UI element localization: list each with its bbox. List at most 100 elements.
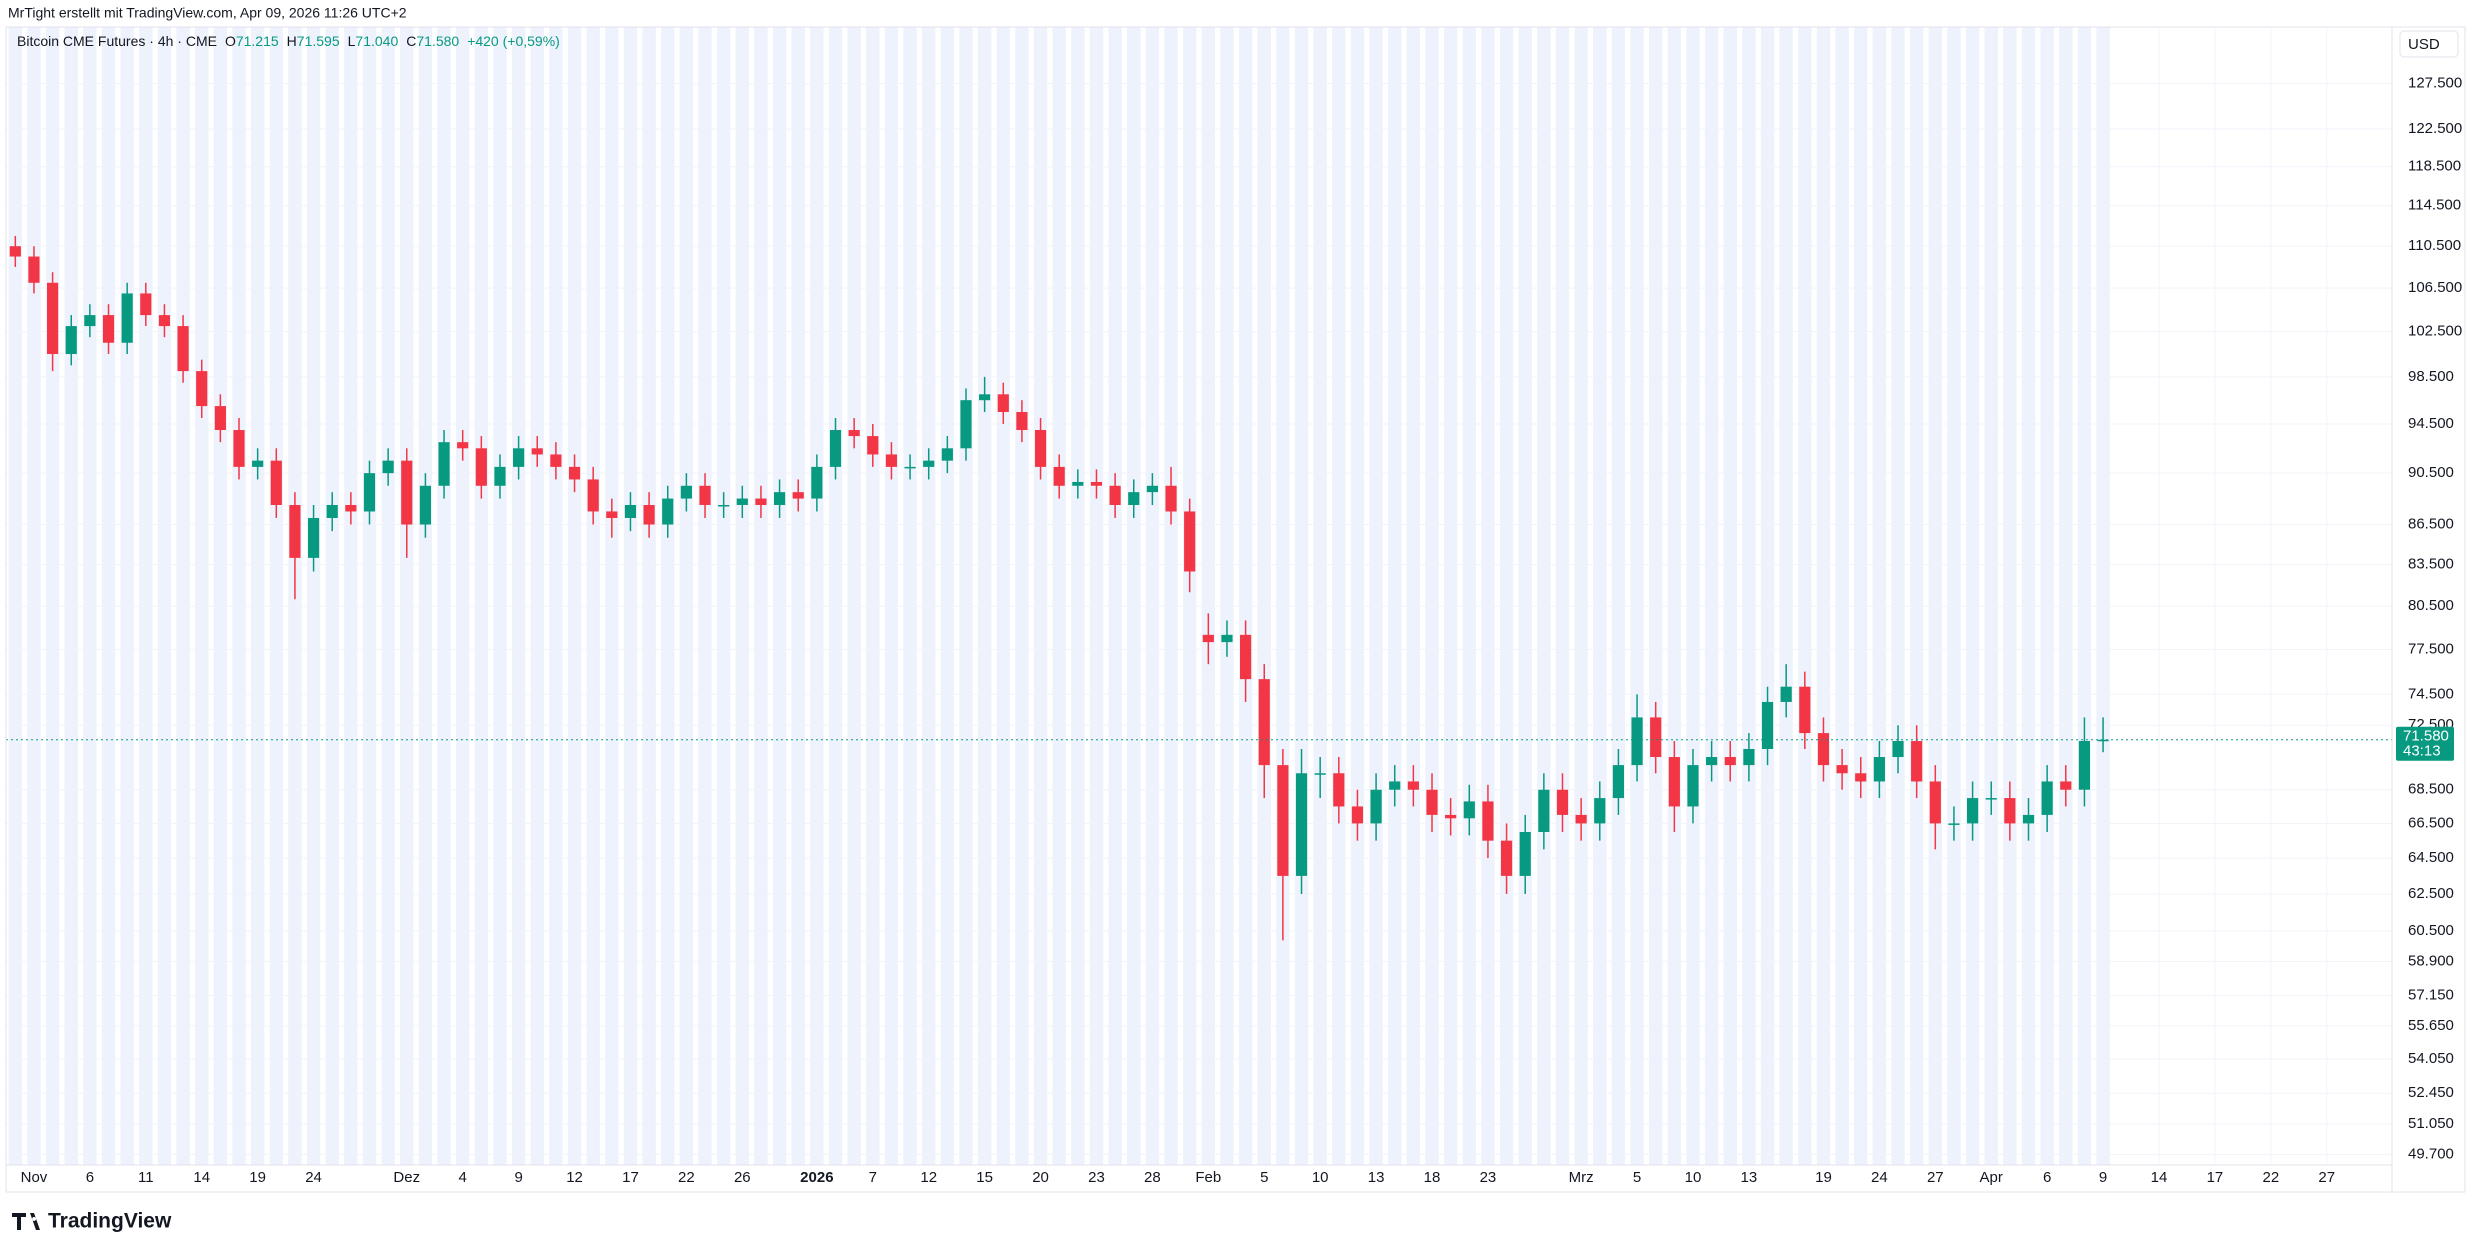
session-band xyxy=(1835,27,1849,1165)
candle-body xyxy=(1184,511,1196,572)
y-tick-label: 66.500 xyxy=(2408,814,2454,831)
ohlc-key: H xyxy=(287,33,297,49)
candle-body xyxy=(1724,757,1736,766)
session-band xyxy=(791,27,805,1165)
candle-body xyxy=(904,466,916,469)
candle-body xyxy=(307,517,320,558)
candle-body xyxy=(792,492,804,499)
session-band xyxy=(1611,27,1626,1165)
y-tick-label: 110.500 xyxy=(2408,237,2461,254)
countdown: 43:13 xyxy=(2403,743,2441,760)
session-band xyxy=(1276,27,1290,1165)
x-tick-label: 2026 xyxy=(800,1169,833,1186)
session-band xyxy=(2021,27,2036,1165)
x-tick-label: 17 xyxy=(2207,1169,2224,1186)
session-band xyxy=(1406,27,1421,1165)
x-tick-label: 9 xyxy=(2099,1169,2107,1186)
candle-body xyxy=(550,454,562,467)
watermark: MrTight erstellt mit TradingView.com, Ap… xyxy=(8,5,407,21)
session-band xyxy=(362,27,377,1165)
candle-body xyxy=(84,315,96,327)
session-band xyxy=(1108,27,1122,1165)
change: +420 (+0,59%) xyxy=(467,33,560,49)
y-tick-label: 122.500 xyxy=(2408,120,2462,137)
x-tick-label: 12 xyxy=(566,1169,583,1186)
session-band xyxy=(1798,27,1812,1165)
candle-body xyxy=(1258,679,1270,766)
x-tick-label: 10 xyxy=(1312,1169,1329,1186)
x-tick-label: 28 xyxy=(1144,1169,1161,1186)
y-tick-label: 94.500 xyxy=(2408,415,2454,432)
candle-body xyxy=(401,460,413,525)
candle-body xyxy=(1743,748,1755,766)
x-tick-label: 24 xyxy=(1871,1169,1888,1186)
last-price-badge xyxy=(2396,726,2454,761)
candle-body xyxy=(997,394,1009,413)
candle-body xyxy=(1109,485,1121,505)
candle-body xyxy=(624,504,637,518)
candle-body xyxy=(587,479,599,512)
session-band xyxy=(269,27,283,1165)
candle-body xyxy=(1426,789,1438,815)
session-band xyxy=(903,27,917,1165)
candle-body xyxy=(848,430,860,437)
candle-body xyxy=(1612,765,1625,799)
session-band xyxy=(344,27,358,1165)
candle-body xyxy=(1836,765,1848,774)
candle-body xyxy=(2004,798,2016,824)
session-band xyxy=(661,27,675,1165)
candle-body xyxy=(1277,765,1289,876)
session-band xyxy=(1182,27,1197,1165)
session-band xyxy=(1667,27,1682,1165)
session-band xyxy=(1947,27,1961,1165)
y-tick-label: 58.900 xyxy=(2408,952,2454,969)
y-tick-label: 80.500 xyxy=(2408,597,2454,614)
session-band xyxy=(959,27,973,1165)
candle-body xyxy=(2041,781,2053,815)
candle-body xyxy=(1407,781,1419,790)
y-tick-label: 68.500 xyxy=(2408,781,2454,798)
candle-body xyxy=(1165,485,1177,512)
plot xyxy=(6,27,2392,1165)
candle-body xyxy=(475,448,487,486)
candle-body xyxy=(960,400,972,449)
candle-body xyxy=(1445,814,1457,819)
session-band xyxy=(325,27,339,1165)
session-band xyxy=(642,27,656,1165)
candle-body xyxy=(289,504,301,558)
ohlc-value: 71.215 xyxy=(236,33,279,49)
candle-body xyxy=(923,460,935,467)
session-band xyxy=(64,27,78,1165)
y-tick-label: 83.500 xyxy=(2408,556,2454,573)
candle-body xyxy=(1985,798,1997,800)
x-tick-label: Apr xyxy=(1980,1169,2003,1186)
x-tick-label: Dez xyxy=(393,1169,420,1186)
ohlc-legend: Bitcoin CME Futures · 4h · CME O71.215 H71… xyxy=(17,33,560,49)
x-tick-label: Mrz xyxy=(1569,1169,1594,1186)
session-band xyxy=(1164,27,1178,1165)
candle-body xyxy=(829,430,842,467)
currency-button[interactable] xyxy=(2399,30,2459,58)
candle-body xyxy=(1500,840,1513,876)
candle-body xyxy=(457,442,469,449)
candle-body xyxy=(1240,634,1252,680)
y-tick-label: 102.500 xyxy=(2408,323,2462,340)
x-tick-label: 12 xyxy=(920,1169,937,1186)
candle-body xyxy=(1016,412,1028,431)
symbol: Bitcoin CME Futures · 4h · CME xyxy=(17,33,217,49)
candle-body xyxy=(718,504,730,507)
frame xyxy=(5,26,2466,1193)
candle-body xyxy=(214,406,226,431)
candle-body xyxy=(1817,733,1830,766)
session-band xyxy=(1499,27,1514,1165)
candle-body xyxy=(1072,481,1084,486)
session-band xyxy=(586,27,600,1165)
x-tick-label: 15 xyxy=(976,1169,993,1186)
candle-body xyxy=(1948,823,1960,825)
session-band xyxy=(1350,27,1365,1165)
x-tick-label: 24 xyxy=(305,1169,322,1186)
candle-body xyxy=(9,246,21,257)
session-band xyxy=(176,27,190,1165)
candle-body xyxy=(252,460,264,467)
